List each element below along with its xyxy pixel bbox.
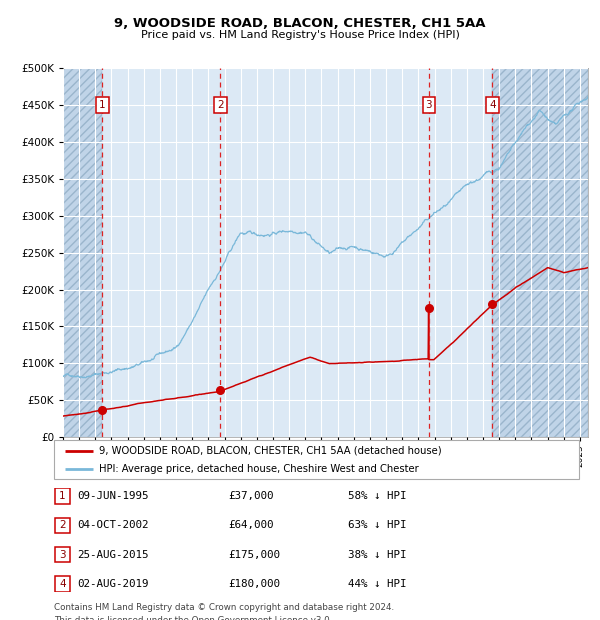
Text: 1: 1: [59, 491, 66, 502]
Text: 9, WOODSIDE ROAD, BLACON, CHESTER, CH1 5AA: 9, WOODSIDE ROAD, BLACON, CHESTER, CH1 5…: [114, 17, 486, 30]
Text: £175,000: £175,000: [228, 549, 280, 560]
Text: £64,000: £64,000: [228, 520, 274, 531]
Text: 38% ↓ HPI: 38% ↓ HPI: [348, 549, 407, 560]
Bar: [493, 68, 588, 437]
Text: 4: 4: [489, 100, 496, 110]
Text: 2: 2: [217, 100, 224, 110]
Text: HPI: Average price, detached house, Cheshire West and Chester: HPI: Average price, detached house, Ches…: [98, 464, 418, 474]
Text: 3: 3: [425, 100, 432, 110]
Text: £180,000: £180,000: [228, 578, 280, 589]
Text: 9, WOODSIDE ROAD, BLACON, CHESTER, CH1 5AA (detached house): 9, WOODSIDE ROAD, BLACON, CHESTER, CH1 5…: [98, 446, 441, 456]
Text: 58% ↓ HPI: 58% ↓ HPI: [348, 491, 407, 502]
Text: 2: 2: [59, 520, 66, 531]
Text: 63% ↓ HPI: 63% ↓ HPI: [348, 520, 407, 531]
Text: 44% ↓ HPI: 44% ↓ HPI: [348, 578, 407, 589]
Text: 02-AUG-2019: 02-AUG-2019: [77, 578, 148, 589]
Text: This data is licensed under the Open Government Licence v3.0.: This data is licensed under the Open Gov…: [54, 616, 332, 620]
Text: 25-AUG-2015: 25-AUG-2015: [77, 549, 148, 560]
Bar: [63, 68, 103, 437]
Text: Contains HM Land Registry data © Crown copyright and database right 2024.: Contains HM Land Registry data © Crown c…: [54, 603, 394, 613]
Bar: [63, 68, 103, 437]
Text: 1: 1: [99, 100, 106, 110]
Text: 04-OCT-2002: 04-OCT-2002: [77, 520, 148, 531]
Bar: [493, 68, 588, 437]
Text: 4: 4: [59, 578, 66, 589]
Text: 3: 3: [59, 549, 66, 560]
Text: Price paid vs. HM Land Registry's House Price Index (HPI): Price paid vs. HM Land Registry's House …: [140, 30, 460, 40]
Text: 09-JUN-1995: 09-JUN-1995: [77, 491, 148, 502]
Text: £37,000: £37,000: [228, 491, 274, 502]
